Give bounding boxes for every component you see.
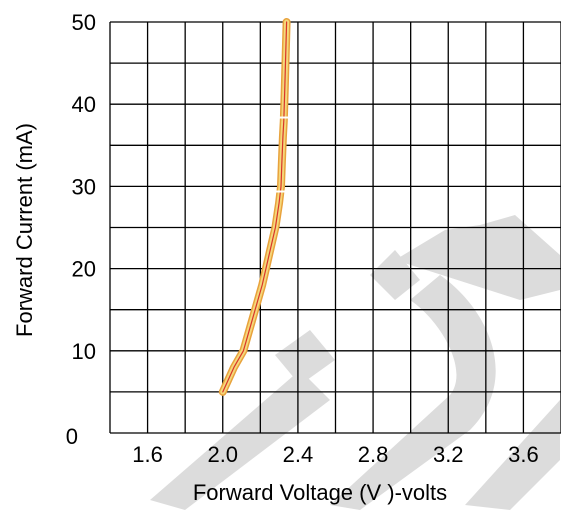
y-axis-label: Forward Current (mA)	[12, 123, 37, 337]
x-tick-labels: 1.6 2.0 2.4 2.8 3.2 3.6	[132, 442, 538, 467]
y-tick-labels: 0 10 20 30 40 50	[66, 10, 96, 449]
y-tick-label: 20	[72, 257, 96, 282]
series-line-inner	[220, 19, 290, 395]
series-curve	[218, 18, 291, 396]
y-tick-label: 40	[72, 92, 96, 117]
x-axis-label: Forward Voltage (V )-volts	[193, 480, 447, 505]
y-tick-label: 30	[72, 174, 96, 199]
x-tick-label: 3.2	[433, 442, 464, 467]
x-tick-label: 3.6	[508, 442, 539, 467]
y-tick-label: 10	[72, 339, 96, 364]
y-tick-label: 0	[66, 424, 78, 449]
curve-break	[275, 190, 290, 193]
x-tick-label: 2.8	[358, 442, 389, 467]
x-tick-label: 1.6	[132, 442, 163, 467]
x-tick-label: 2.0	[207, 442, 238, 467]
y-tick-label: 50	[72, 10, 96, 35]
x-tick-label: 2.4	[283, 442, 314, 467]
plot-grid	[109, 21, 561, 434]
watermark-logo	[150, 215, 560, 510]
series-line-core	[222, 21, 288, 393]
curve-break	[275, 116, 290, 119]
